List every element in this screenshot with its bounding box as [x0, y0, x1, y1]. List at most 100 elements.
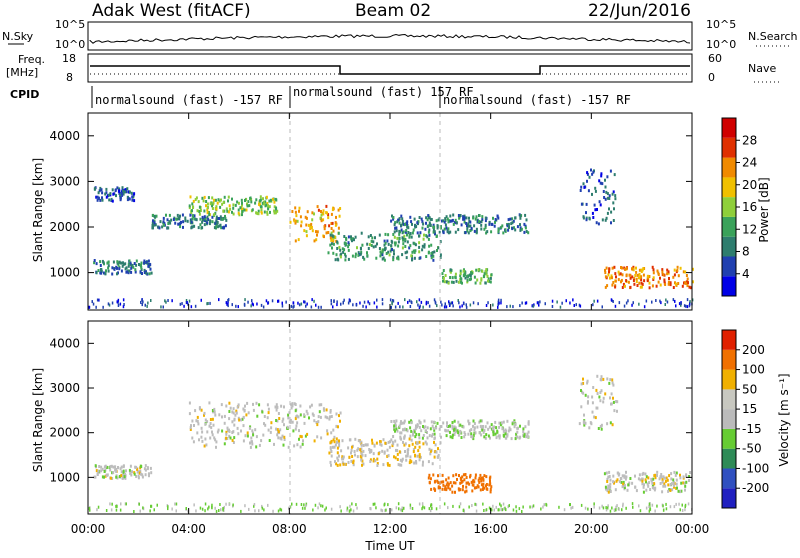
velocity-echo-cell	[608, 381, 611, 385]
velocity-echo-cell	[388, 445, 391, 449]
velocity-ground-cell	[611, 506, 613, 510]
velocity-echo-cell	[643, 483, 645, 487]
power-echo-cell	[105, 269, 107, 273]
velocity-echo-cell	[270, 426, 273, 430]
velocity-echo-cell	[451, 421, 454, 424]
power-echo-cell	[676, 265, 679, 269]
power-echo-cell	[646, 279, 649, 283]
power-echo-cell	[398, 232, 401, 236]
velocity-echo-cell	[350, 451, 352, 455]
power-echo-cell	[119, 198, 122, 202]
velocity-echo-cell	[231, 420, 234, 424]
power-echo-cell	[129, 261, 132, 265]
power-ground-cell	[561, 301, 563, 305]
velocity-echo-cell	[294, 409, 297, 413]
velocity-echo-cell	[425, 442, 428, 446]
velocity-ground-cell	[662, 504, 664, 508]
power-echo-cell	[97, 269, 100, 272]
power-echo-cell	[397, 255, 400, 259]
power-ground-cell	[300, 302, 303, 306]
velocity-echo-cell	[296, 414, 298, 418]
velocity-ground-cell	[330, 507, 333, 511]
velocity-echo-cell	[120, 474, 123, 477]
velocity-echo-cell	[329, 410, 332, 414]
velocity-echo-cell	[353, 450, 356, 453]
velocity-echo-cell	[189, 426, 192, 430]
power-echo-cell	[485, 231, 488, 235]
power-echo-cell	[614, 194, 617, 198]
power-echo-cell	[640, 281, 643, 285]
velocity-echo-cell	[258, 443, 261, 447]
velocity-echo-cell	[457, 433, 460, 437]
velocity-ground-cell	[507, 505, 509, 509]
velocity-echo-cell	[467, 419, 470, 423]
velocity-echo-cell	[408, 444, 411, 448]
velocity-echo-cell	[379, 440, 381, 444]
power-echo-cell	[629, 276, 632, 280]
velocity-echo-cell	[360, 458, 363, 462]
power-echo-cell	[620, 266, 622, 269]
power-echo-cell	[586, 172, 589, 176]
velocity-echo-cell	[330, 431, 333, 435]
velocity-echo-cell	[606, 377, 609, 381]
velocity-echo-cell	[298, 437, 300, 441]
power-echo-cell	[97, 196, 100, 200]
power-ground-cell	[117, 304, 120, 307]
power-ground-cell	[579, 304, 582, 308]
velocity-echo-cell	[622, 480, 625, 484]
power-echo-cell	[511, 227, 514, 231]
power-echo-cell	[666, 272, 669, 276]
power-ground-cell	[277, 299, 279, 303]
velocity-echo-cell	[296, 421, 299, 425]
velocity-echo-cell	[103, 475, 105, 479]
power-echo-cell	[241, 207, 243, 211]
velocity-echo-cell	[334, 460, 336, 464]
velocity-echo-cell	[469, 475, 471, 479]
power-echo-cell	[438, 230, 441, 234]
power-echo-cell	[116, 261, 119, 265]
velocity-ground-cell	[500, 508, 502, 512]
power-echo-cell	[594, 186, 597, 190]
power-echo-cell	[449, 270, 452, 274]
velocity-echo-cell	[482, 485, 485, 489]
power-echo-cell	[245, 198, 248, 202]
velocity-echo-cell	[616, 400, 619, 404]
velocity-echo-cell	[689, 471, 692, 474]
power-echo-cell	[648, 275, 651, 278]
power-echo-cell	[193, 217, 196, 221]
velocity-ground-cell	[201, 507, 204, 511]
power-echo-cell	[398, 237, 401, 241]
power-ground-cell	[573, 304, 575, 307]
velocity-echo-cell	[599, 391, 602, 394]
velocity-echo-cell	[622, 482, 625, 486]
power-echo-cell	[193, 214, 196, 218]
power-ground-cell	[445, 305, 448, 309]
power-echo-cell	[617, 278, 620, 282]
power-echo-cell	[329, 243, 332, 247]
velocity-echo-cell	[661, 490, 664, 494]
velocity-echo-cell	[645, 475, 648, 479]
velocity-echo-cell	[409, 459, 412, 463]
velocity-echo-cell	[97, 469, 100, 473]
power-echo-cell	[375, 256, 378, 260]
power-echo-cell	[247, 200, 250, 204]
velocity-echo-cell	[670, 477, 673, 481]
power-ground-cell	[292, 301, 295, 305]
power-echo-cell	[132, 265, 135, 269]
power-echo-cell	[152, 226, 154, 230]
power-echo-cell	[131, 198, 134, 202]
velocity-echo-cell	[505, 429, 508, 433]
power-echo-cell	[107, 269, 110, 273]
velocity-echo-cell	[252, 431, 254, 435]
power-ground-cell	[271, 299, 274, 303]
power-ytick-label: 2000	[49, 220, 80, 234]
power-echo-cell	[101, 191, 104, 195]
power-echo-cell	[672, 286, 675, 289]
velocity-echo-cell	[674, 473, 677, 477]
velocity-echo-cell	[415, 424, 417, 428]
power-echo-cell	[105, 191, 108, 195]
velocity-echo-cell	[684, 484, 687, 488]
power-echo-cell	[406, 220, 409, 224]
power-echo-cell	[232, 203, 235, 207]
velocity-echo-cell	[510, 437, 513, 441]
